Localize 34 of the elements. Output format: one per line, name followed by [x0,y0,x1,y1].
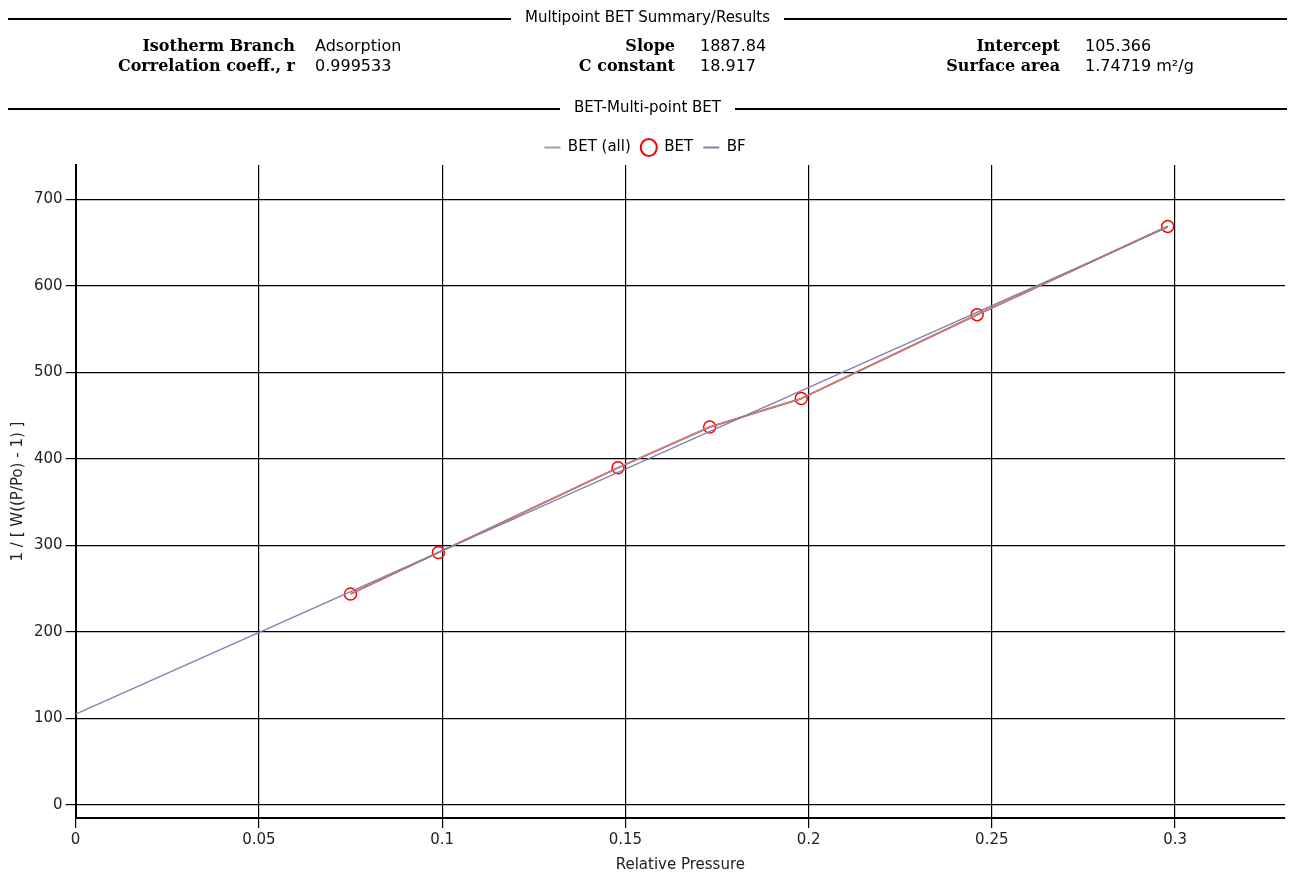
y-tick-label: 700 [33,189,63,208]
x-tick-label: 0.2 [796,829,821,848]
text: Correlation coeff., r [117,56,295,75]
x-tick-label: 0.1 [430,829,455,848]
text: C constant [578,56,675,75]
text: Adsorption [315,36,402,55]
text: Slope [625,36,675,55]
text: 1.74719 m²/g [1085,56,1194,75]
y-tick-label: 400 [33,448,63,467]
y-tick-label: 300 [33,535,63,554]
text: Surface area [946,56,1060,75]
x-tick-label: 0.15 [608,829,643,848]
y-tick-label: 600 [33,275,63,294]
legend-label: BET [664,137,695,156]
text: 1887.84 [700,36,767,55]
text: Intercept [976,36,1060,55]
chart-subtitle: BET-Multi-point BET [560,98,735,116]
x-tick-label: 0.05 [242,829,276,848]
y-axis-title: 1 / [ W((P/Po) - 1) ] [7,421,26,562]
text: Isotherm Branch [142,36,295,55]
x-tick-label: 0.25 [975,829,1009,848]
x-tick-label: 0.3 [1163,829,1187,848]
x-axis-title: Relative Pressure [615,854,745,873]
text: 18.917 [700,56,756,75]
y-tick-label: 500 [33,362,63,381]
legend-label: BF [726,137,746,156]
y-tick-label: 0 [53,794,63,813]
x-tick-label: 0 [70,829,81,848]
chart-title: Multipoint BET Summary/Results [510,8,785,26]
legend-label: BET (all) [567,137,631,156]
text: 105.366 [1085,36,1152,55]
y-tick-label: 100 [33,708,63,727]
text: 0.999533 [315,56,392,75]
y-tick-label: 200 [33,621,63,640]
